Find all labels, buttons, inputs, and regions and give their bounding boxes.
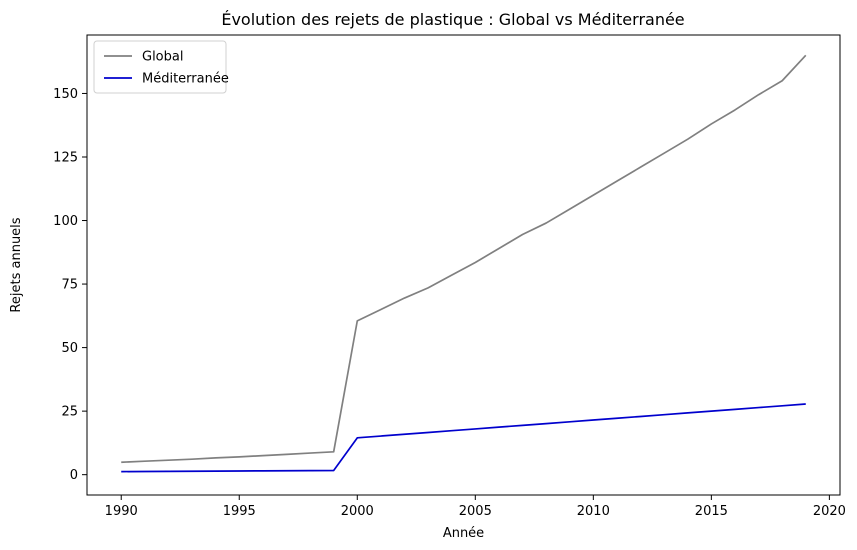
- plot-frame: [86, 34, 841, 496]
- y-tick-label: 125: [53, 150, 78, 165]
- chart-title: Évolution des rejets de plastique : Glob…: [221, 10, 684, 29]
- x-tick-label: 2020: [813, 504, 846, 519]
- series-line-mediterranee: [121, 403, 806, 473]
- y-tick-label: 150: [53, 87, 78, 102]
- legend-label: Global: [142, 50, 183, 65]
- y-tick-label: 100: [53, 214, 78, 229]
- y-tick-label: 25: [61, 405, 78, 420]
- x-tick-label: 2000: [341, 504, 374, 519]
- plot-area: [121, 54, 807, 473]
- x-tick-label: 2010: [577, 504, 610, 519]
- x-tick-label: 2005: [459, 504, 492, 519]
- y-tick-label: 75: [61, 278, 78, 293]
- legend-label: Méditerranée: [142, 72, 229, 87]
- series-line-global: [121, 54, 807, 464]
- legend: Global Méditerranée: [93, 40, 229, 94]
- x-tick-label: 1995: [223, 504, 256, 519]
- x-tick-label: 2015: [695, 504, 728, 519]
- x-axis-label: Année: [443, 526, 484, 541]
- legend-box: [93, 40, 227, 94]
- y-tick-label: 50: [61, 341, 78, 356]
- y-axis-label: Rejets annuels: [9, 217, 24, 312]
- x-tick-label: 1990: [105, 504, 138, 519]
- x-axis: 1990 1995 2000 2005 2010 2015 2020: [105, 495, 846, 519]
- y-tick-label: 0: [70, 468, 78, 483]
- y-axis: 0 25 50 75 100 125 150: [53, 87, 87, 483]
